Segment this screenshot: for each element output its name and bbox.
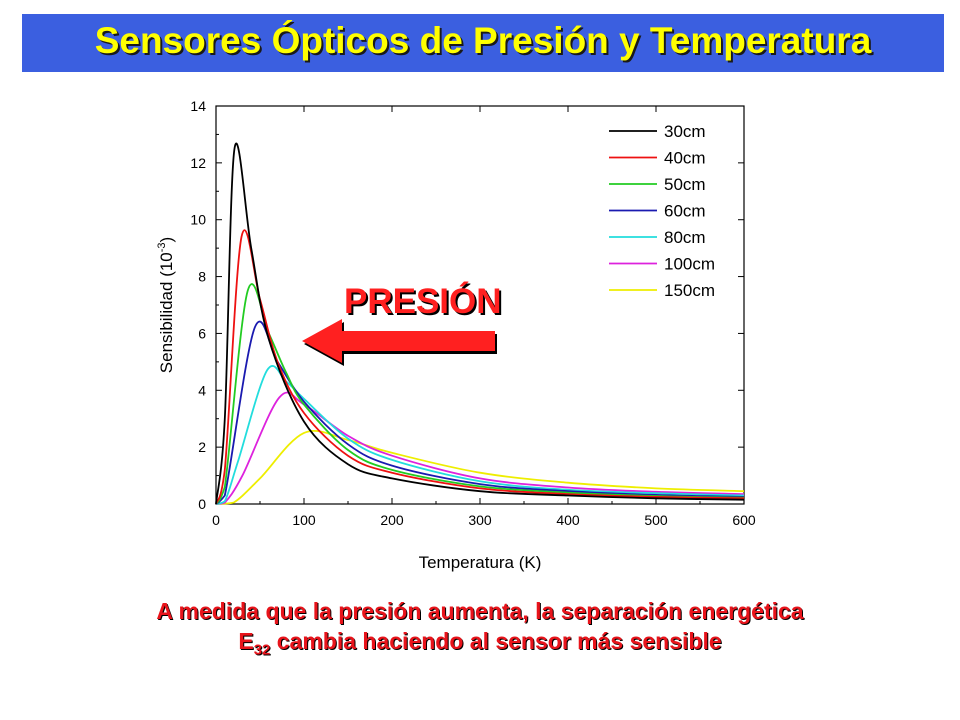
x-tick-label: 200: [380, 512, 404, 528]
x-tick-label: 0: [212, 512, 220, 528]
x-axis-label: Temperatura (K): [419, 553, 542, 572]
y-axis-label-close: ): [157, 237, 176, 243]
caption: A medida que la presión aumenta, la sepa…: [0, 596, 960, 666]
caption-subscript: 32: [253, 641, 271, 659]
y-axis-label-main: Sensibilidad (10: [157, 252, 176, 373]
series-lines: [215, 142, 745, 505]
legend: 30cm 40cm 50cm 60cm 80cm 100cm 150cm: [609, 122, 715, 300]
series-line-30cm: [215, 142, 745, 505]
x-tick-label: 600: [732, 512, 756, 528]
legend-label-30cm: 30cm: [664, 122, 706, 141]
series-line-50cm: [215, 283, 745, 505]
y-tick-label: 4: [198, 382, 206, 398]
legend-label-40cm: 40cm: [664, 149, 706, 168]
legend-label-50cm: 50cm: [664, 175, 706, 194]
pressure-arrow-body: [302, 319, 495, 363]
y-tick-label: 10: [190, 212, 206, 228]
pressure-arrow: [302, 319, 497, 366]
legend-label-100cm: 100cm: [664, 255, 715, 274]
y-tick-label: 6: [198, 325, 206, 341]
y-tick-label: 2: [198, 439, 206, 455]
legend-label-150cm: 150cm: [664, 281, 715, 300]
y-axis-label: Sensibilidad (10-3): [156, 237, 176, 373]
series-line-150cm: [215, 429, 745, 505]
series-line-60cm: [215, 320, 745, 505]
series-line-100cm: [215, 391, 745, 505]
y-tick-label: 8: [198, 269, 206, 285]
axis-ticks: 0 100 200 300 400 500 600 0 2 4 6 8 10 12 14: [190, 98, 755, 528]
pressure-label: PRESIÓN: [344, 282, 502, 321]
y-tick-label: 0: [198, 496, 206, 512]
x-tick-label: 100: [292, 512, 316, 528]
caption-e: E: [238, 628, 254, 654]
slide-title: Sensores Ópticos de Presión y Temperatur…: [94, 20, 872, 61]
x-tick-label: 400: [556, 512, 580, 528]
x-tick-label: 300: [468, 512, 492, 528]
y-axis-label-exp: -3: [156, 242, 168, 252]
legend-label-60cm: 60cm: [664, 202, 706, 221]
caption-line-1: A medida que la presión aumenta, la sepa…: [156, 598, 804, 624]
y-tick-label: 12: [190, 155, 206, 171]
legend-label-80cm: 80cm: [664, 228, 706, 247]
series-line-40cm: [215, 229, 745, 505]
x-tick-label: 500: [644, 512, 668, 528]
caption-line-2: E32 cambia haciendo al sensor más sensib…: [0, 626, 960, 666]
series-line-80cm: [215, 364, 745, 505]
title-bar: Sensores Ópticos de Presión y Temperatur…: [22, 14, 944, 72]
y-tick-label: 14: [190, 98, 206, 114]
caption-line-2-rest: cambia haciendo al sensor más sensible: [270, 628, 722, 654]
